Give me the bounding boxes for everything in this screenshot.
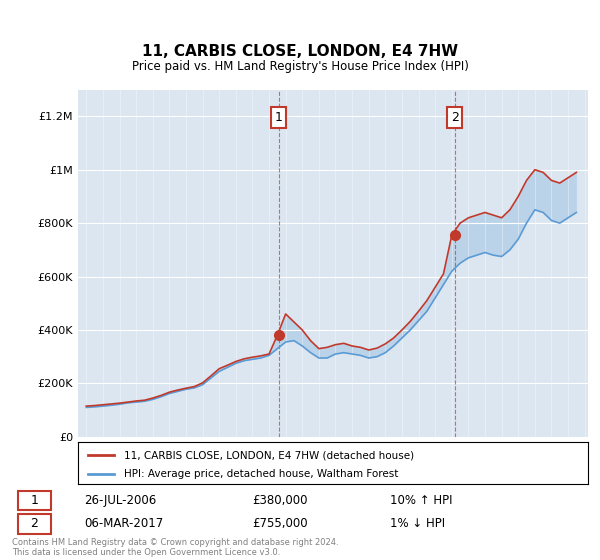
Text: 26-JUL-2006: 26-JUL-2006 [84, 494, 156, 507]
Text: Price paid vs. HM Land Registry's House Price Index (HPI): Price paid vs. HM Land Registry's House … [131, 60, 469, 73]
Text: 2: 2 [451, 111, 458, 124]
Text: £755,000: £755,000 [252, 517, 308, 530]
FancyBboxPatch shape [18, 491, 51, 510]
Text: Contains HM Land Registry data © Crown copyright and database right 2024.
This d: Contains HM Land Registry data © Crown c… [12, 538, 338, 557]
Text: HPI: Average price, detached house, Waltham Forest: HPI: Average price, detached house, Walt… [124, 469, 398, 479]
Text: 2: 2 [30, 517, 38, 530]
Text: 1% ↓ HPI: 1% ↓ HPI [390, 517, 445, 530]
Text: 06-MAR-2017: 06-MAR-2017 [84, 517, 163, 530]
Text: £380,000: £380,000 [252, 494, 308, 507]
FancyBboxPatch shape [18, 515, 51, 534]
Text: 11, CARBIS CLOSE, LONDON, E4 7HW (detached house): 11, CARBIS CLOSE, LONDON, E4 7HW (detach… [124, 450, 414, 460]
Text: 11, CARBIS CLOSE, LONDON, E4 7HW: 11, CARBIS CLOSE, LONDON, E4 7HW [142, 44, 458, 59]
Text: 1: 1 [275, 111, 283, 124]
Text: 10% ↑ HPI: 10% ↑ HPI [390, 494, 452, 507]
Text: 1: 1 [30, 494, 38, 507]
